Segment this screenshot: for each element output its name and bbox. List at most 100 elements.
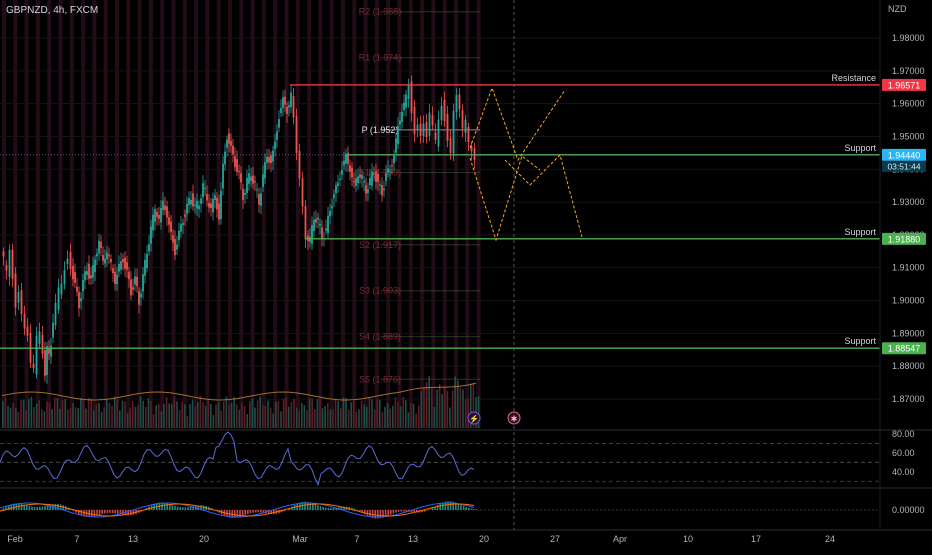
candle-body bbox=[182, 223, 184, 225]
volume-bar bbox=[371, 399, 373, 428]
session-stripe bbox=[92, 0, 96, 428]
candle-body bbox=[385, 174, 387, 181]
volume-bar bbox=[384, 407, 386, 428]
candle-body bbox=[264, 162, 266, 178]
candle-body bbox=[150, 227, 152, 244]
candle-body bbox=[58, 288, 60, 310]
volume-bar bbox=[140, 397, 142, 428]
candle-body bbox=[216, 198, 218, 210]
candle-body bbox=[212, 199, 214, 212]
candle-body bbox=[333, 194, 335, 198]
candle-body bbox=[379, 184, 381, 185]
session-stripe bbox=[194, 0, 198, 428]
candle-body bbox=[359, 175, 361, 178]
candle-body bbox=[9, 250, 11, 277]
candle-body bbox=[162, 201, 164, 210]
candle-body bbox=[465, 120, 467, 133]
candle-body bbox=[128, 272, 130, 279]
session-stripe bbox=[364, 0, 368, 428]
candle-body bbox=[136, 277, 138, 286]
volume-bar bbox=[70, 408, 72, 428]
volume-bar bbox=[122, 401, 124, 428]
candle-body bbox=[258, 194, 260, 205]
candle-body bbox=[317, 217, 319, 219]
volume-bar bbox=[369, 397, 371, 428]
session-stripe bbox=[465, 0, 469, 428]
macd-hist-bar bbox=[429, 509, 431, 510]
volume-bar bbox=[163, 404, 165, 428]
candle-body bbox=[256, 189, 258, 190]
candle-body bbox=[130, 279, 132, 295]
session-stripe bbox=[443, 0, 447, 428]
candle-body bbox=[84, 271, 86, 280]
candle-body bbox=[110, 259, 112, 262]
candle-body bbox=[331, 206, 333, 208]
volume-bar bbox=[90, 399, 92, 428]
candle-body bbox=[226, 140, 228, 148]
volume-bar bbox=[12, 402, 14, 428]
candle-body bbox=[341, 170, 343, 175]
rsi-tick-label: 80.00 bbox=[892, 429, 915, 439]
volume-bar bbox=[317, 399, 319, 428]
volume-bar bbox=[278, 401, 280, 428]
volume-bar bbox=[366, 407, 368, 428]
volume-bar bbox=[413, 404, 415, 428]
volume-bar bbox=[426, 382, 428, 428]
candle-body bbox=[272, 151, 274, 162]
candle-body bbox=[444, 100, 446, 121]
volume-bar bbox=[262, 405, 264, 428]
volume-bar bbox=[181, 402, 183, 428]
candle-body bbox=[218, 204, 220, 220]
macd-hist-bar bbox=[439, 504, 441, 510]
candle-body bbox=[373, 173, 375, 174]
volume-bar bbox=[228, 405, 230, 428]
volume-bar bbox=[202, 403, 204, 428]
pivot-label: S2 (1.917) bbox=[359, 240, 401, 250]
macd-hist-bar bbox=[99, 510, 101, 515]
candle-body bbox=[134, 276, 136, 284]
candle-body bbox=[387, 168, 389, 172]
macd-hist-bar bbox=[325, 508, 327, 510]
macd-hist-bar bbox=[107, 510, 109, 513]
candle-body bbox=[64, 270, 66, 284]
volume-bar bbox=[36, 404, 38, 428]
volume-bar bbox=[31, 397, 33, 428]
volume-bar bbox=[415, 414, 417, 428]
volume-bar bbox=[322, 408, 324, 428]
candle-body bbox=[357, 177, 359, 183]
volume-bar bbox=[395, 397, 397, 428]
macd-hist-bar bbox=[463, 506, 465, 510]
volume-bar bbox=[345, 398, 347, 428]
volume-bar bbox=[200, 396, 202, 428]
volume-bar bbox=[410, 403, 412, 428]
price-tick-label: 1.87000 bbox=[892, 394, 925, 404]
macd-hist-bar bbox=[101, 510, 103, 514]
volume-bar bbox=[83, 400, 85, 428]
candle-body bbox=[198, 205, 200, 209]
session-stripe bbox=[59, 0, 63, 428]
candle-body bbox=[156, 212, 158, 217]
candle-body bbox=[114, 272, 116, 284]
forecast-path bbox=[470, 88, 565, 160]
volume-bar bbox=[327, 403, 329, 428]
candle-body bbox=[351, 168, 353, 178]
macd-hist-bar bbox=[187, 507, 189, 510]
candle-body bbox=[192, 193, 194, 206]
candle-body bbox=[365, 185, 367, 193]
volume-bar bbox=[400, 406, 402, 428]
time-tick-label: Feb bbox=[7, 534, 23, 544]
volume-bar bbox=[436, 390, 438, 428]
volume-bar bbox=[33, 407, 35, 428]
time-tick-label: 7 bbox=[354, 534, 359, 544]
session-stripe bbox=[70, 0, 74, 428]
volume-bar bbox=[306, 410, 308, 428]
volume-bar bbox=[215, 405, 217, 428]
volume-bar bbox=[363, 405, 365, 428]
candle-body bbox=[214, 195, 216, 200]
candle-body bbox=[369, 178, 371, 185]
volume-bar bbox=[358, 409, 360, 428]
macd-hist-bar bbox=[471, 509, 473, 510]
pivot-label: S1 (1.939) bbox=[359, 168, 401, 178]
volume-bar bbox=[296, 408, 298, 428]
